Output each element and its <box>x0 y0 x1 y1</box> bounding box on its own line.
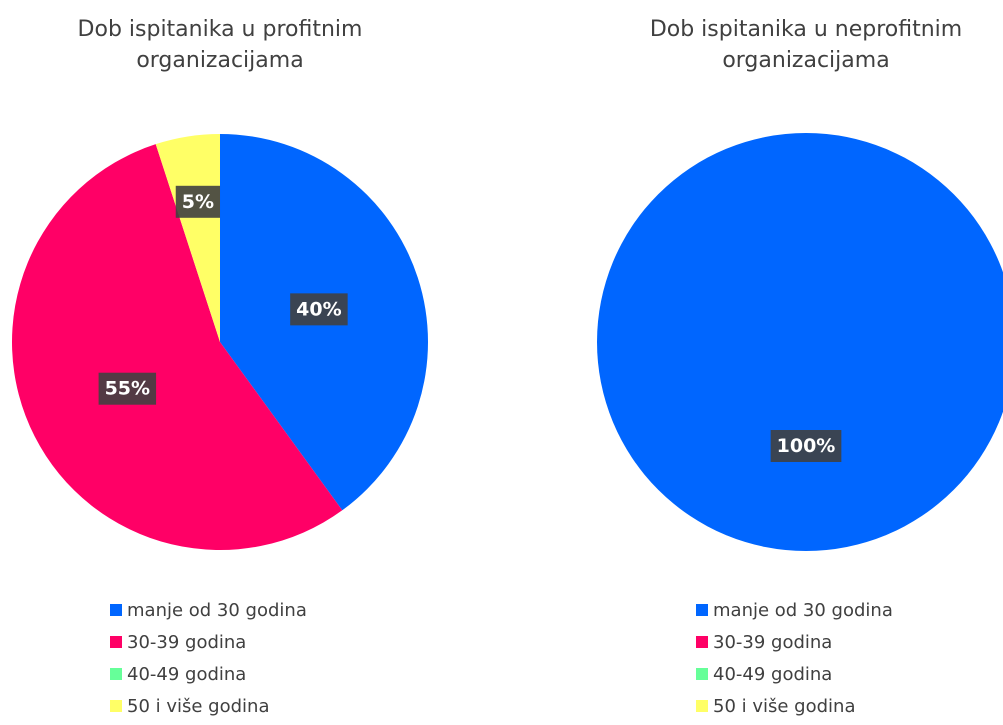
legend-swatch <box>696 636 708 648</box>
label-box <box>770 430 842 462</box>
data-label: 100% <box>777 435 836 457</box>
legend-swatch <box>696 700 708 712</box>
legend-label: 30-39 godina <box>127 632 246 653</box>
legend-swatch <box>110 604 122 616</box>
data-label: 5% <box>182 191 214 213</box>
legend-label: 50 i više godina <box>127 696 269 717</box>
legend-swatch <box>110 700 122 712</box>
legend-label: manje od 30 godina <box>713 600 893 621</box>
label-box <box>175 185 221 218</box>
label-box <box>290 293 348 326</box>
data-label: 55% <box>105 378 150 400</box>
pie-slice <box>11 144 343 551</box>
legend-swatch <box>110 668 122 680</box>
pie-slice <box>597 133 1003 551</box>
label-box <box>98 372 157 405</box>
legend-swatch <box>696 668 708 680</box>
data-label: 40% <box>296 298 341 320</box>
legend-label: 50 i više godina <box>713 696 855 717</box>
legend-label: 40-49 godina <box>127 664 246 685</box>
chart-title: Dob ispitanika u profitnim organizacijam… <box>77 17 363 73</box>
legend-swatch <box>696 604 708 616</box>
legend-label: manje od 30 godina <box>127 600 307 621</box>
legend-swatch <box>110 636 122 648</box>
legend-label: 40-49 godina <box>713 664 832 685</box>
chart-title: Dob ispitanika u neprofitnim organizacij… <box>649 17 963 73</box>
legend-label: 30-39 godina <box>713 632 832 653</box>
